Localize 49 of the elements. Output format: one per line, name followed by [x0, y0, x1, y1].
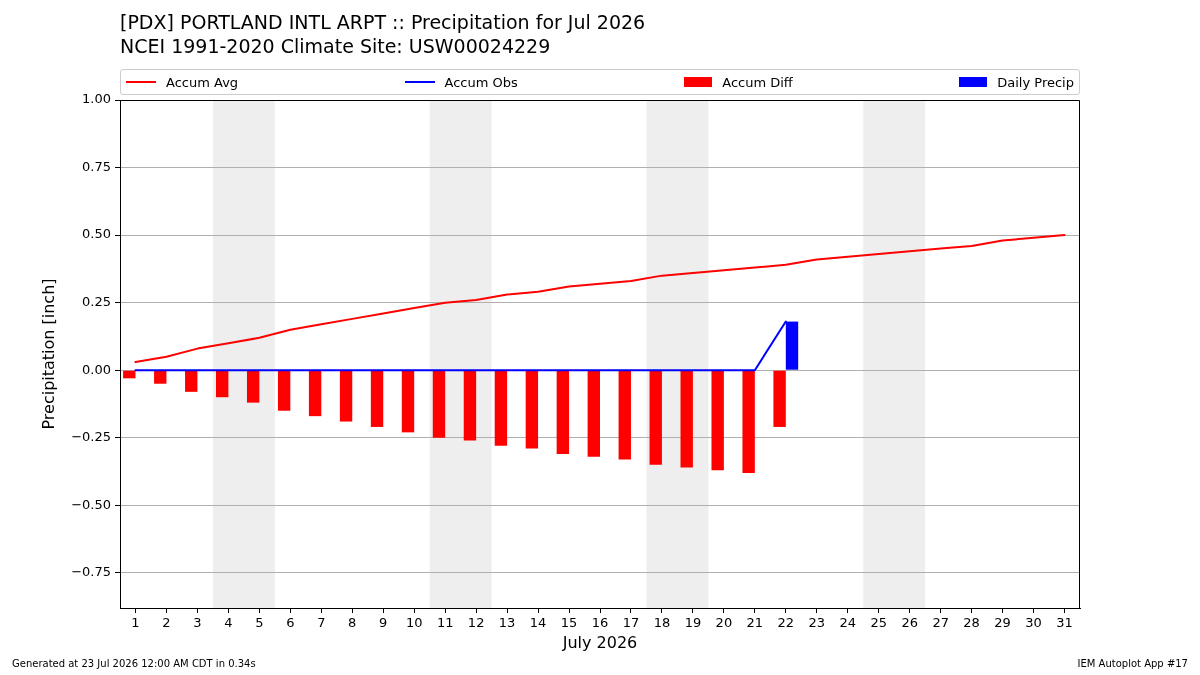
x-tick-label: 21 — [746, 615, 764, 631]
y-tick-label: −0.50 — [71, 496, 111, 512]
text: Generated at 23 Jul 2026 12:00 AM CDT in 0.34s — [12, 658, 256, 670]
x-tick-label: 31 — [1056, 615, 1073, 631]
x-tick-label: 8 — [348, 615, 357, 631]
x-tick-label: 11 — [436, 615, 454, 631]
x-tick-label: 7 — [317, 615, 326, 631]
y-tick-label: 1.00 — [82, 91, 111, 107]
x-tick-label: 15 — [560, 615, 578, 631]
x-tick-label: 14 — [529, 615, 547, 631]
x-tick-label: 4 — [224, 615, 233, 631]
x-tick-label: 30 — [1025, 615, 1042, 631]
x-axis-title: July 2026 — [561, 632, 638, 652]
x-tick-label: 25 — [870, 615, 887, 631]
y-axis-title: Precipitation [inch] — [38, 278, 58, 430]
y-tick-label: 0.25 — [82, 294, 111, 310]
x-tick-label: 17 — [622, 615, 640, 631]
x-tick-label: 1 — [131, 615, 140, 631]
y-tick-label: −0.75 — [71, 564, 111, 580]
x-tick-label: 24 — [839, 615, 857, 631]
text: IEM Autoplot App #17 — [1077, 658, 1188, 670]
x-tick-label: 29 — [994, 615, 1011, 631]
legend-label: Accum Obs — [444, 74, 518, 90]
chart-title: [PDX] PORTLAND INTL ARPT :: Precipitation for Jul 2026 — [120, 11, 646, 34]
x-tick-label: 3 — [193, 615, 202, 631]
x-tick-label: 23 — [808, 615, 826, 631]
x-tick-label: 5 — [255, 615, 264, 631]
x-tick-label: 9 — [379, 615, 388, 631]
y-tick-label: 0.50 — [82, 226, 111, 242]
chart-subtitle: NCEI 1991-2020 Climate Site: USW00024229 — [120, 35, 551, 58]
x-tick-label: 16 — [591, 615, 609, 631]
x-tick-label: 27 — [932, 615, 949, 631]
x-tick-label: 2 — [162, 615, 171, 631]
x-tick-label: 22 — [777, 615, 795, 631]
x-tick-label: 26 — [901, 615, 918, 631]
x-tick-label: 28 — [963, 615, 980, 631]
x-tick-label: 12 — [467, 615, 485, 631]
x-tick-label: 13 — [498, 615, 516, 631]
legend-label: Accum Avg — [166, 74, 239, 90]
y-tick-label: 0.75 — [82, 158, 111, 174]
legend-label: Daily Precip — [997, 74, 1074, 90]
y-tick-label: 0.00 — [82, 361, 111, 377]
x-tick-label: 10 — [405, 615, 423, 631]
x-tick-label: 20 — [715, 615, 733, 631]
x-tick-label: 19 — [684, 615, 702, 631]
legend-label: Accum Diff — [722, 74, 793, 90]
y-tick-label: −0.25 — [71, 429, 111, 445]
x-tick-label: 18 — [653, 615, 671, 631]
x-tick-label: 6 — [286, 615, 295, 631]
